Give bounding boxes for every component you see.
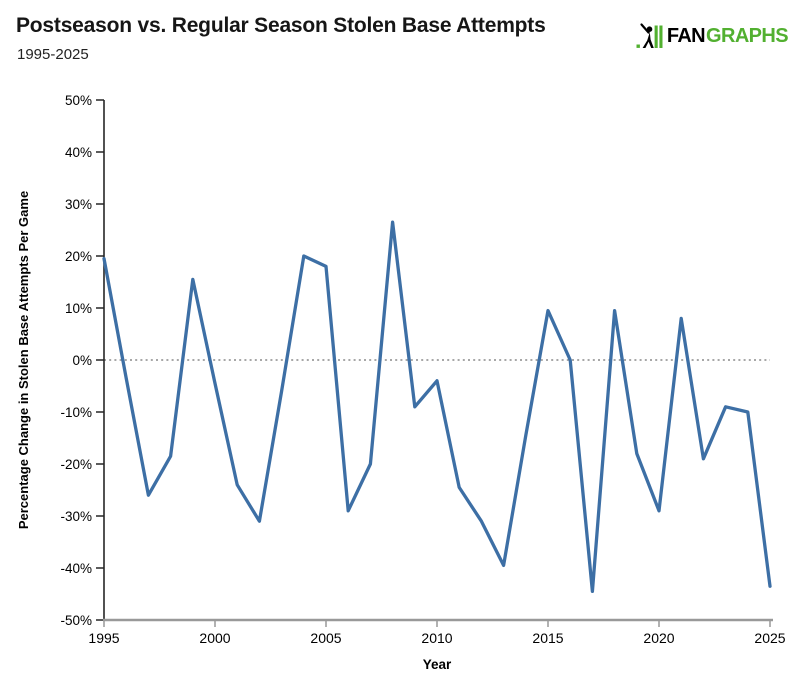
fangraphs-logo: FAN GRAPHS bbox=[634, 22, 789, 50]
fangraphs-logo-fan: FAN bbox=[666, 25, 706, 47]
y-tick-label: -10% bbox=[60, 405, 92, 420]
x-tick-label: 2005 bbox=[310, 630, 341, 646]
y-tick-label: 20% bbox=[65, 249, 92, 264]
y-tick-label: -30% bbox=[60, 509, 92, 524]
y-axis-ticks: 50% 40% 30% 20% 10% 0% -10% -20% -30% -40% -50% bbox=[60, 93, 104, 628]
y-tick-label: -40% bbox=[60, 561, 92, 576]
data-series-line bbox=[102, 220, 772, 594]
y-tick-label: 30% bbox=[65, 197, 92, 212]
fangraphs-batter-icon bbox=[636, 23, 663, 48]
x-axis-ticks: 1995 2000 2005 2010 2015 2020 2025 bbox=[88, 620, 786, 646]
x-tick-label: 2010 bbox=[421, 630, 452, 646]
chart-title: Postseason vs. Regular Season Stolen Bas… bbox=[16, 14, 546, 37]
x-tick-label: 2000 bbox=[199, 630, 230, 646]
y-axis-title: Percentage Change in Stolen Base Attempt… bbox=[16, 191, 31, 529]
y-tick-label: 0% bbox=[72, 353, 92, 368]
x-tick-label: 1995 bbox=[88, 630, 119, 646]
x-tick-label: 2025 bbox=[754, 630, 785, 646]
y-tick-label: 10% bbox=[65, 301, 92, 316]
y-tick-label: -20% bbox=[60, 457, 92, 472]
x-tick-label: 2020 bbox=[643, 630, 674, 646]
x-axis-title: Year bbox=[423, 657, 452, 672]
chart-subtitle: 1995-2025 bbox=[17, 46, 89, 63]
fangraphs-logo-graphs: GRAPHS bbox=[706, 25, 789, 47]
x-tick-label: 2015 bbox=[532, 630, 563, 646]
y-tick-label: -50% bbox=[60, 613, 92, 628]
y-tick-label: 40% bbox=[65, 145, 92, 160]
y-tick-label: 50% bbox=[65, 93, 92, 108]
